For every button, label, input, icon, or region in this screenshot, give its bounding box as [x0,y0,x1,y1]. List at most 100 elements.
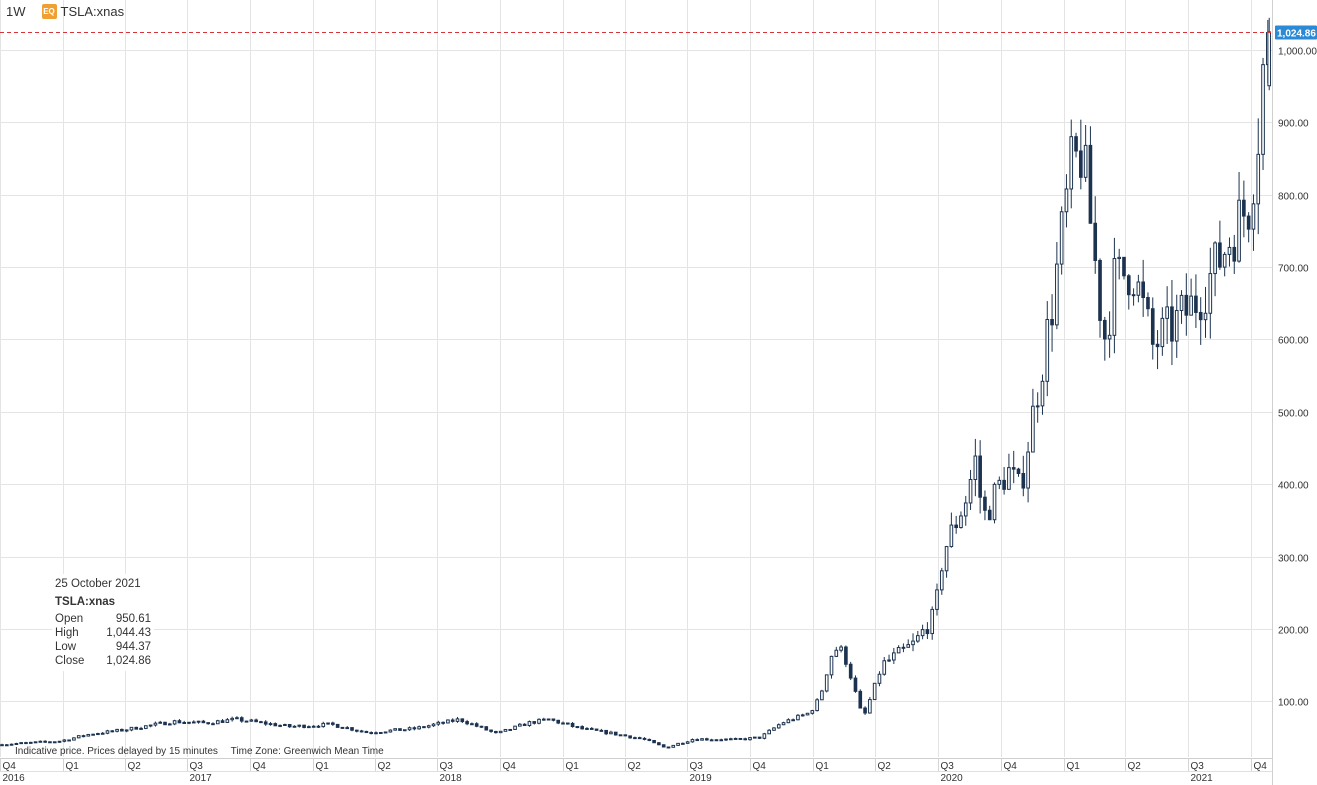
candle [714,739,719,742]
candle-body [709,739,714,742]
candle-body [120,728,124,732]
candle-body [527,721,532,727]
candle-body [364,730,369,734]
candle [354,729,359,733]
candle-body [700,738,704,741]
candle [311,725,316,728]
candle-body [422,726,426,729]
candle [776,723,781,729]
symbol-label[interactable]: TSLA:xnas [60,3,125,19]
candle-body [791,719,795,722]
candle-body [0,744,4,747]
y-tick-label: 100.00 [1278,698,1309,709]
candle-body [67,739,71,742]
candle-body [48,741,52,744]
candle [263,720,268,726]
candle [1194,274,1198,328]
candle-body [52,741,57,744]
candle [158,720,163,724]
candle-body [249,719,254,722]
candle [235,716,239,720]
candle-body [796,714,800,721]
candle [1117,248,1122,280]
candle-body [642,737,647,740]
candle [1146,292,1150,317]
candle-body [983,496,987,511]
candle-body [1117,256,1122,260]
candle-body [134,726,139,730]
candle-body [1002,479,1006,490]
candle [973,438,978,497]
candle-body [570,722,575,728]
info-label: Low [55,641,77,653]
candle [33,741,38,744]
candle [1007,453,1011,490]
candle-body [719,739,724,742]
candle [96,732,100,736]
candle [115,728,119,733]
interval-selector[interactable]: 1W [6,3,26,19]
candle-body [1136,281,1141,296]
x-quarter-label: Q4 [503,761,517,772]
candle [215,719,220,725]
candle [978,440,982,514]
candle [939,567,944,595]
candle-body [24,742,28,745]
candle [86,733,91,737]
candle [1246,212,1251,243]
candle-body [220,720,225,723]
candle-body [1237,199,1241,262]
info-value: 950.61 [115,613,151,625]
candle [374,731,378,735]
candle-body [407,727,412,731]
candle-body [1170,306,1174,342]
x-quarter-label: Q2 [628,761,642,772]
candle-body [1069,136,1074,190]
candle-body [105,730,110,734]
candle-body [1088,144,1093,224]
candle-body [609,731,613,735]
candle-body [81,735,86,738]
candle [570,722,575,728]
candle [882,657,887,676]
x-quarter-label: Q3 [440,761,454,772]
candle [1093,196,1098,274]
candle [690,738,695,743]
chart-header: 1W EQ TSLA:xnas [0,0,124,22]
candle [1074,132,1078,158]
candle [997,476,1002,490]
candle [321,721,326,728]
candle-body [1174,310,1179,342]
candle [393,728,397,731]
candle [9,743,14,746]
candle [302,724,306,729]
candle-body [494,730,498,734]
candle [378,731,383,734]
candle-body [28,741,33,744]
candle-body [1035,405,1040,408]
candle-body [62,739,67,742]
candle [580,725,584,730]
candle [412,726,417,731]
candle [168,722,172,726]
candle-body [4,744,9,747]
candle-body [1079,150,1083,178]
candle [1160,307,1165,356]
info-value: 944.37 [115,641,151,653]
candle-body [235,717,239,720]
candle-body [604,729,608,735]
candle [450,718,455,723]
candle-body [690,739,695,743]
candle [38,740,43,743]
candle [1208,247,1213,339]
candle-body [853,677,858,692]
y-tick-label: 300.00 [1278,554,1309,565]
candle-body [724,738,728,741]
candle [4,744,9,747]
candlestick-series [0,17,1272,749]
info-row-low: Low 944.37 [55,640,151,654]
candle-body [714,739,719,742]
candle [565,722,570,725]
candle [369,731,374,735]
